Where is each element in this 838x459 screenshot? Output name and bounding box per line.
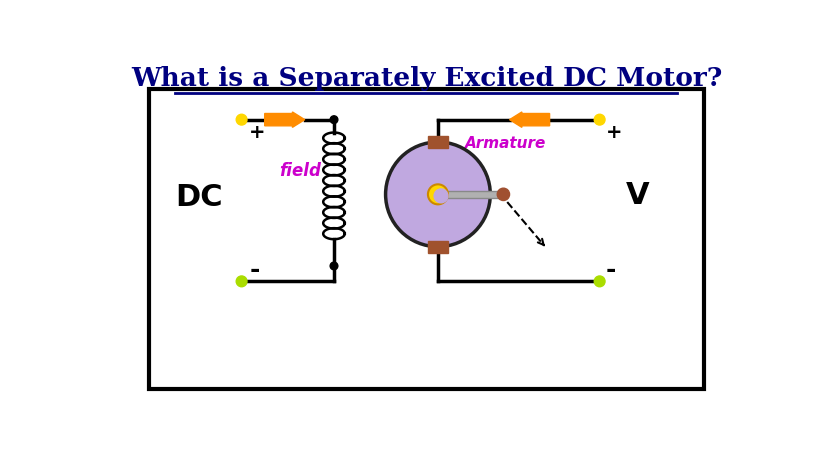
Bar [149, 90, 704, 389]
Bar [428, 136, 448, 149]
Text: DC: DC [175, 183, 223, 212]
Text: Armature: Armature [465, 136, 546, 151]
Circle shape [330, 263, 338, 270]
Bar [428, 241, 448, 253]
Text: -: - [606, 257, 616, 281]
FancyArrow shape [265, 113, 305, 128]
FancyArrow shape [438, 191, 504, 198]
Circle shape [428, 185, 448, 205]
Text: What is a Separately Excited DC Motor?: What is a Separately Excited DC Motor? [131, 66, 722, 90]
Text: -: - [249, 257, 260, 281]
Circle shape [594, 276, 605, 287]
Circle shape [330, 117, 338, 124]
Text: V: V [626, 180, 650, 209]
Circle shape [236, 115, 247, 126]
Circle shape [236, 276, 247, 287]
Circle shape [497, 189, 510, 201]
Text: field: field [279, 162, 321, 179]
Text: +: + [249, 123, 266, 142]
Circle shape [594, 115, 605, 126]
FancyArrow shape [510, 113, 550, 128]
Circle shape [434, 190, 448, 203]
Text: +: + [606, 123, 623, 142]
Circle shape [385, 143, 490, 247]
